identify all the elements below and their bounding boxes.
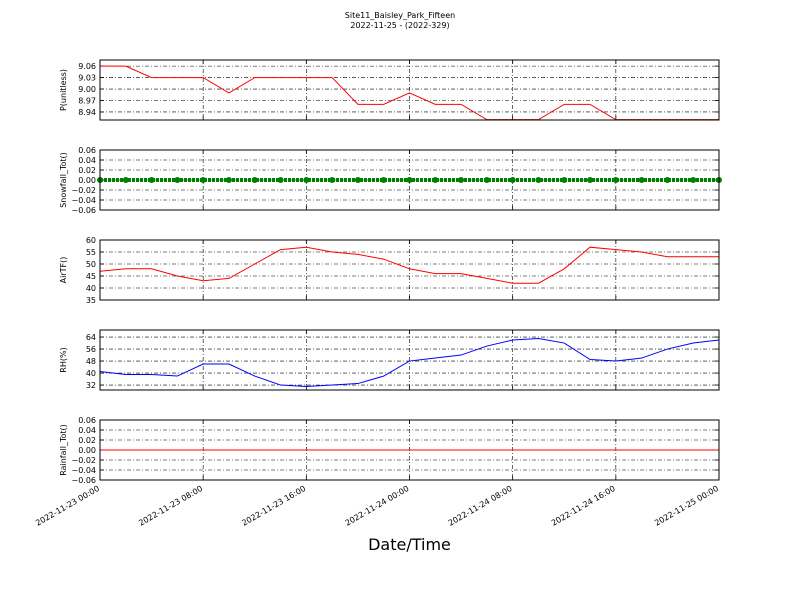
plot-frame: [99, 239, 720, 301]
x-axis-label: Date/Time: [368, 535, 451, 554]
y-tick-label: 0.04: [78, 156, 96, 165]
y-tick-label: 8.97: [78, 97, 96, 106]
chart-subtitle: 2022-11-25 - (2022-329): [350, 21, 449, 30]
y-tick-label: 56: [86, 345, 96, 354]
y-tick-label: −0.04: [71, 466, 96, 475]
y-tick-label: 9.03: [78, 74, 96, 83]
y-tick-label: 55: [86, 248, 96, 257]
y-tick-label: 0.06: [78, 416, 96, 425]
x-tick-label: 2022-11-23 08:00: [137, 484, 204, 528]
y-tick-label: 0.00: [78, 176, 96, 185]
y-tick-label: −0.02: [71, 456, 96, 465]
x-tick-label: 2022-11-24 16:00: [550, 484, 617, 528]
y-tick-label: 0.00: [78, 446, 96, 455]
y-tick-label: 9.06: [78, 62, 96, 71]
series-line: [99, 246, 719, 284]
y-tick-label: 35: [86, 296, 96, 305]
y-tick-label: 40: [86, 369, 96, 378]
y-tick-label: −0.04: [71, 196, 96, 205]
y-tick-label: −0.06: [71, 476, 96, 485]
series-line: [99, 338, 720, 388]
x-tick-label: 2022-11-23 16:00: [240, 484, 307, 528]
y-axis-label: Rainfall_Tot(): [59, 424, 68, 476]
y-tick-label: 60: [86, 236, 96, 245]
y-tick-label: 0.06: [78, 146, 96, 155]
y-tick-label: 32: [86, 381, 96, 390]
y-tick-label: 0.02: [78, 166, 96, 175]
y-tick-label: 0.02: [78, 436, 96, 445]
y-tick-label: 64: [86, 333, 96, 342]
y-axis-label: P(unitless): [59, 69, 68, 111]
y-tick-label: 8.94: [78, 108, 96, 117]
x-tick-label: 2022-11-24 08:00: [447, 484, 514, 528]
x-tick-label: 2022-11-25 00:00: [653, 484, 720, 528]
y-tick-label: 50: [86, 260, 96, 269]
plot-frame: [99, 59, 720, 121]
y-tick-label: 48: [86, 357, 96, 366]
y-tick-label: −0.02: [71, 186, 96, 195]
plot-frame: [99, 329, 720, 391]
y-tick-label: 9.00: [78, 85, 96, 94]
y-axis-label: Snowfall_Tot(): [59, 152, 68, 208]
y-tick-label: 45: [86, 272, 96, 281]
plot-frame: [99, 419, 720, 481]
x-tick-label: 2022-11-23 00:00: [34, 484, 101, 528]
y-tick-label: −0.06: [71, 206, 96, 215]
y-axis-label: AirTF(): [59, 257, 68, 284]
y-tick-label: 0.04: [78, 426, 96, 435]
chart-title: Site11_Baisley_Park_Fifteen: [345, 11, 455, 20]
y-axis-label: RH(%): [59, 347, 68, 372]
plot-frame: [99, 149, 720, 211]
y-tick-label: 40: [86, 284, 96, 293]
x-tick-label: 2022-11-24 00:00: [344, 484, 411, 528]
